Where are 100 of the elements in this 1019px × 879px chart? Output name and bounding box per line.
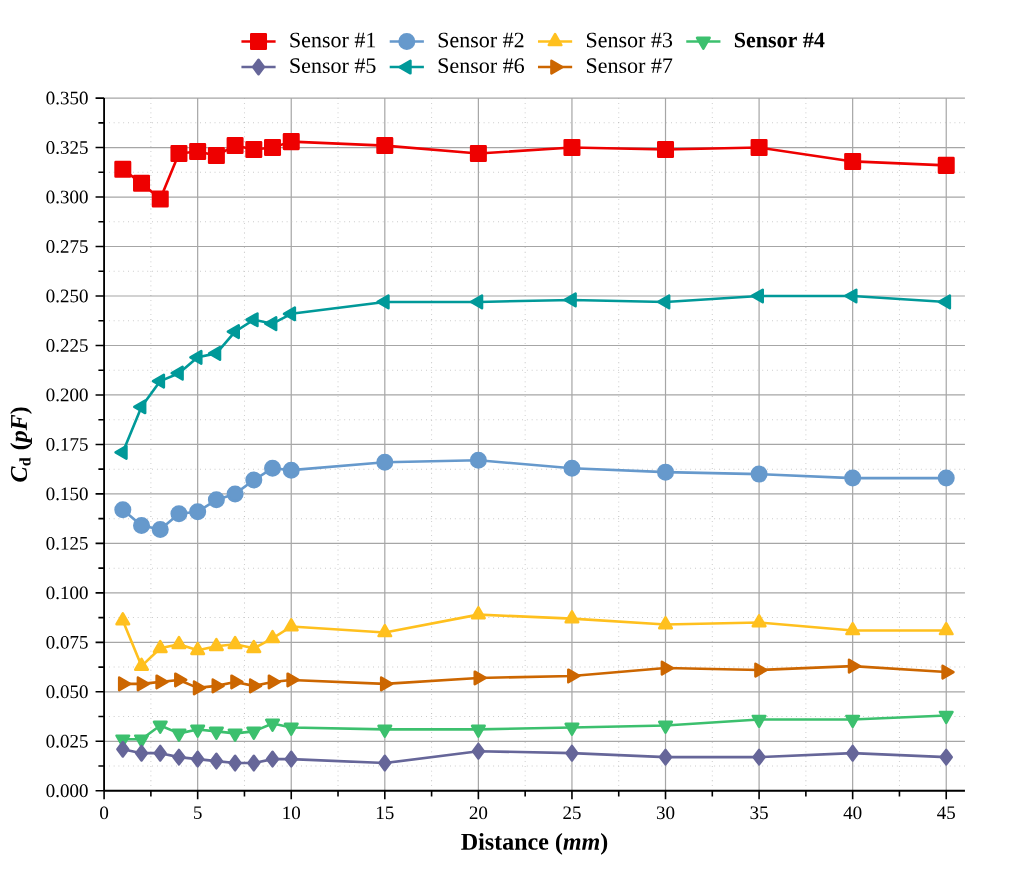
point (379, 676, 394, 692)
point (563, 139, 581, 157)
point (377, 724, 393, 738)
y-tick-label: 0.225 (46, 339, 88, 353)
point (133, 174, 151, 192)
x-axis-title: Distance (mm) (461, 833, 608, 855)
point (189, 503, 207, 521)
point (844, 288, 858, 304)
point (752, 748, 766, 766)
x-tick-label: 45 (937, 806, 955, 820)
point (264, 139, 282, 157)
point (283, 618, 299, 632)
y-tick-label: 0.125 (46, 536, 88, 550)
point (190, 641, 206, 656)
point (264, 629, 281, 644)
point (376, 453, 394, 471)
y-tick-label: 0.275 (46, 240, 88, 254)
point (136, 676, 151, 692)
point (264, 316, 278, 332)
point (265, 750, 280, 768)
point (116, 740, 130, 758)
point (267, 674, 282, 690)
point (230, 674, 244, 690)
point (227, 728, 243, 742)
point (117, 676, 132, 692)
legend-label: Sensor #1 (290, 32, 376, 48)
point (754, 662, 768, 678)
point (208, 637, 224, 652)
point (151, 521, 169, 539)
x-tick-label: 0 (100, 806, 109, 820)
point (190, 750, 205, 768)
x-tick-label: 25 (563, 806, 581, 820)
point (133, 517, 151, 535)
point (941, 664, 955, 680)
point (170, 505, 188, 523)
point (845, 744, 860, 762)
point (282, 461, 300, 479)
point (114, 160, 132, 178)
point (208, 726, 224, 740)
legend-label: Sensor #6 (438, 58, 525, 74)
point (750, 139, 768, 157)
point (376, 137, 394, 155)
point (153, 744, 167, 762)
x-tick-label: 20 (469, 806, 488, 820)
point (189, 349, 203, 365)
point (282, 306, 297, 322)
y-tick-label: 0.200 (46, 388, 88, 402)
point (245, 471, 263, 489)
point (246, 639, 262, 654)
x-tick-label: 10 (283, 806, 301, 820)
point (750, 465, 768, 483)
legend-label: Sensor #3 (586, 32, 673, 48)
point (151, 190, 169, 208)
point (247, 754, 261, 772)
point (564, 610, 580, 624)
point (115, 612, 131, 626)
y-tick-label: 0.025 (46, 734, 88, 748)
point (245, 141, 263, 159)
y-tick-label: 0.000 (46, 784, 88, 798)
point (170, 145, 188, 163)
point (114, 444, 128, 460)
point (211, 678, 225, 694)
point (751, 614, 767, 628)
point (192, 680, 207, 696)
y-tick-label: 0.175 (46, 438, 88, 451)
point (207, 491, 225, 509)
legend-label: Sensor #2 (438, 32, 524, 48)
point (937, 294, 952, 310)
point (172, 748, 186, 766)
point (227, 635, 243, 650)
point (171, 728, 187, 742)
point (190, 724, 206, 738)
point (189, 143, 207, 161)
point (170, 365, 184, 381)
point (134, 744, 149, 762)
point (246, 726, 262, 740)
point (847, 658, 862, 674)
point (565, 744, 579, 762)
point (171, 635, 187, 650)
point (152, 639, 168, 654)
point (937, 469, 955, 487)
point (207, 345, 222, 361)
point (658, 748, 673, 766)
point (245, 312, 259, 328)
legend-label: Sensor #7 (586, 58, 673, 74)
point (660, 660, 675, 676)
y-tick-label: 0.100 (46, 586, 88, 600)
point (937, 156, 955, 174)
point (207, 147, 225, 165)
point (133, 399, 147, 415)
point (938, 622, 954, 636)
point (226, 137, 244, 155)
point (376, 294, 390, 310)
y-tick-label: 0.250 (46, 289, 88, 303)
point (155, 674, 169, 690)
point (471, 742, 486, 760)
x-tick-label: 30 (656, 806, 675, 820)
point (939, 748, 953, 766)
point (657, 616, 674, 630)
point (469, 294, 484, 310)
